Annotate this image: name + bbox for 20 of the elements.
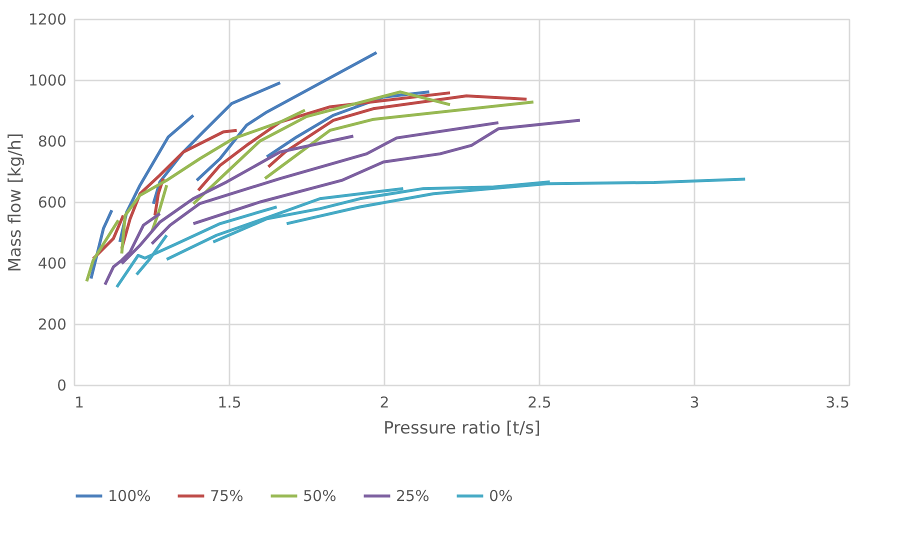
legend-label: 25% (396, 487, 430, 505)
y-tick-label: 1200 (28, 10, 66, 28)
x-tick-label: 2 (380, 394, 390, 412)
x-tick-label: 3.5 (826, 394, 850, 412)
x-tick-label: 1.5 (218, 394, 242, 412)
legend-label: 50% (303, 487, 336, 505)
x-tick-label: 1 (74, 394, 84, 412)
legend-label: 0% (489, 487, 513, 505)
y-tick-label: 200 (38, 316, 66, 334)
y-tick-label: 400 (38, 254, 66, 272)
x-axis-title: Pressure ratio [t/s] (383, 418, 541, 438)
legend-label: 100% (108, 487, 151, 505)
x-tick-label: 2.5 (528, 394, 552, 412)
x-tick-label: 3 (690, 394, 700, 412)
y-tick-label: 600 (38, 194, 66, 212)
y-tick-label: 1000 (28, 72, 66, 90)
y-tick-label: 0 (56, 376, 66, 394)
y-tick-label: 800 (38, 132, 66, 150)
legend-label: 75% (210, 487, 244, 505)
y-axis-title: Mass flow [kg/h] (5, 132, 26, 272)
